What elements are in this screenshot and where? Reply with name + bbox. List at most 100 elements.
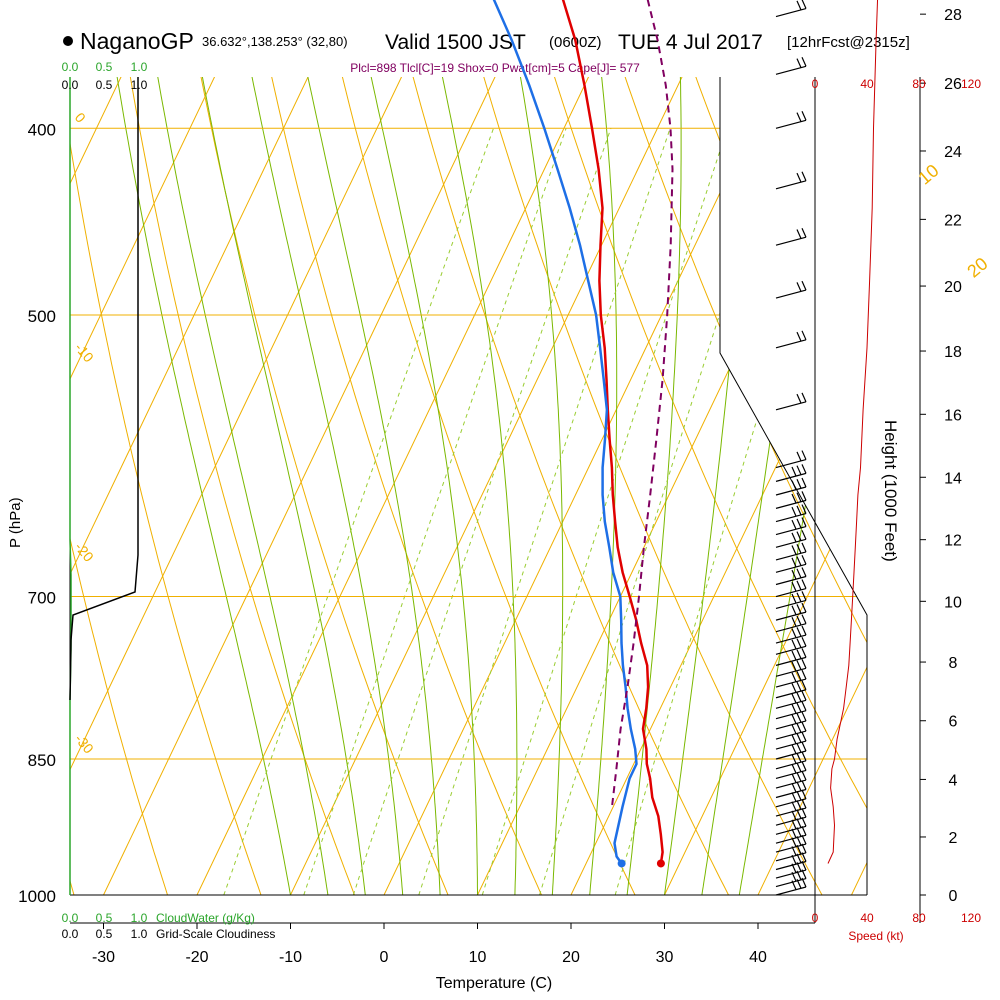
- wind-barb: [775, 227, 807, 246]
- wind-barb-flag: [801, 591, 807, 601]
- cloudwater-top-label: 1.0: [131, 60, 148, 74]
- mixing-ratio-line: [303, 128, 567, 895]
- temperature-curve: [561, 0, 664, 864]
- wind-barb-flag: [801, 530, 807, 540]
- dry-adiabat-lines: [70, 77, 867, 895]
- temperature-tick-label: 20: [562, 949, 580, 966]
- wind-barb-staff: [775, 563, 807, 573]
- height-tick-label: 6: [949, 714, 958, 731]
- wind-barb-flag: [801, 0, 807, 9]
- moist-adiabat-line: [201, 77, 366, 895]
- wind-barb: [775, 789, 807, 808]
- wind-barb-staff: [775, 710, 807, 720]
- cloudwater-label: CloudWater (g/Kg): [156, 911, 255, 925]
- wind-barb-flag: [801, 602, 807, 613]
- wind-barb-staff: [775, 499, 807, 509]
- wind-barb-flag: [791, 714, 797, 724]
- wind-barb-flag: [801, 680, 807, 690]
- wind-barb: [775, 637, 807, 655]
- wind-barb-flag: [796, 393, 802, 404]
- wind-barb: [775, 555, 807, 573]
- moist-adiabat-line: [307, 77, 441, 895]
- wind-barb: [775, 57, 807, 75]
- dry-adiabat-line: [70, 536, 168, 895]
- dry-adiabat-line: [483, 77, 823, 895]
- wind-barb-staff: [775, 289, 807, 299]
- wind-barb-flag: [801, 171, 807, 182]
- wind-barb-flag: [801, 761, 807, 771]
- wind-barb-flag: [791, 672, 797, 682]
- wind-barb: [775, 751, 807, 770]
- height-tick-label: 2: [949, 830, 958, 847]
- wind-barb-flag: [791, 754, 797, 764]
- wind-barb-flag: [796, 660, 802, 670]
- wind-barb-flag: [791, 734, 797, 744]
- moist-adiabat-line: [157, 77, 329, 895]
- wind-barb: [775, 780, 807, 799]
- wind-barb-staff: [775, 667, 807, 677]
- speed-top-label: 120: [961, 77, 981, 91]
- wind-barb-flag: [801, 330, 807, 341]
- wind-barb: [775, 741, 807, 760]
- wind-barb-flag: [791, 532, 797, 543]
- wind-barb-flag: [801, 701, 807, 711]
- wind-barb: [775, 517, 807, 536]
- wind-barb-flag: [791, 581, 797, 592]
- wind-barb-flag: [791, 693, 797, 704]
- wind-barb-flag: [796, 0, 802, 11]
- height-tick-label: 12: [944, 533, 962, 550]
- height-tick-label: 18: [944, 344, 962, 361]
- pressure-tick-label: 1000: [18, 887, 56, 906]
- wind-barb-staff: [775, 699, 807, 709]
- y-axis-label: P (hPa): [7, 497, 24, 548]
- moist-adiabat-line: [664, 77, 754, 895]
- wind-barb-flag: [791, 593, 797, 604]
- wind-barb-flag: [801, 807, 807, 818]
- moist-adiabat-line: [701, 77, 819, 895]
- moist-adiabat-lines: [116, 77, 867, 895]
- wind-barb-flag: [801, 111, 807, 121]
- wind-barb-flag: [796, 723, 802, 733]
- cloudwater-curve: [69, 77, 72, 895]
- wind-barb-staff: [775, 779, 807, 789]
- height-tick-label: 26: [944, 76, 962, 93]
- wind-barb: [775, 504, 807, 523]
- valid-time: Valid 1500 JST: [385, 31, 526, 54]
- speed-bottom-label: 40: [860, 911, 874, 925]
- dry-adiabat-label: -30: [72, 731, 97, 757]
- wind-barb-staff: [775, 843, 807, 853]
- wind-barb-flag: [791, 744, 797, 754]
- wind-barb-staff: [775, 760, 807, 770]
- moist-adiabat-line: [370, 77, 478, 895]
- wind-barb-flag: [796, 479, 802, 489]
- wind-barb-flag: [796, 604, 802, 614]
- wind-barb: [775, 711, 807, 730]
- wind-barb-flag: [791, 480, 797, 490]
- wind-barb-flag: [791, 773, 797, 783]
- wind-barb: [775, 280, 807, 299]
- wind-barb-staff: [775, 825, 807, 835]
- wind-barb-flag: [791, 519, 797, 530]
- cloudiness-label: Grid-Scale Cloudiness: [156, 927, 275, 941]
- mixing-ratio-label: 20: [598, 902, 620, 924]
- pressure-tick-label: 850: [28, 751, 56, 770]
- mixing-ratio-label: 12: [523, 902, 545, 924]
- wind-barb-flag: [791, 493, 797, 504]
- forecast-info: [12hrFcst@2315z]: [787, 34, 910, 51]
- wind-barb-flag: [796, 681, 802, 692]
- wind-barb-staff: [775, 834, 807, 844]
- pressure-tick-label: 700: [28, 589, 56, 608]
- pressure-ticks: 2503004005007008501000: [18, 120, 56, 906]
- wind-barb-flag: [796, 743, 802, 753]
- wind-barb-flag: [791, 810, 797, 821]
- wind-barb-flag: [801, 392, 807, 403]
- x-axis-label: Temperature (C): [436, 975, 552, 992]
- station-coords: 36.632°,138.253° (32,80): [202, 34, 348, 49]
- wind-barb-flag: [801, 789, 807, 800]
- mixing-ratio-line: [614, 128, 848, 895]
- wind-barb-staff: [775, 611, 807, 621]
- wind-barb-staff: [775, 878, 807, 888]
- wind-barb-flag: [791, 801, 797, 811]
- wind-barb-flag: [801, 751, 807, 762]
